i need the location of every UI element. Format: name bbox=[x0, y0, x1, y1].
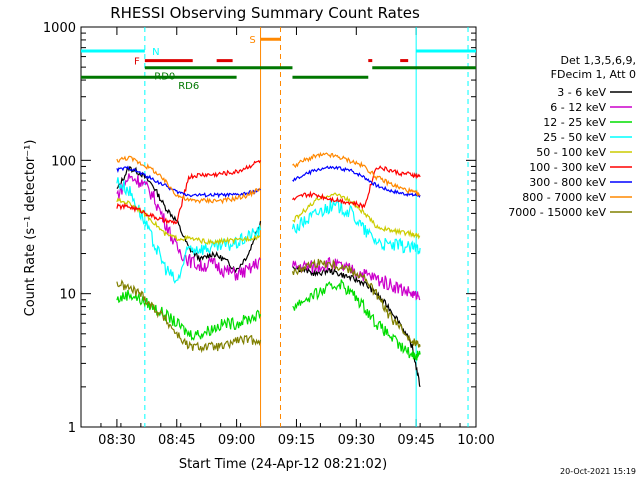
legend-label: 7000 - 15000 keV bbox=[508, 206, 606, 219]
x-tick-label: 08:45 bbox=[158, 433, 195, 448]
legend-label: 800 - 7000 keV bbox=[522, 191, 606, 204]
state-bar-label-n: N bbox=[152, 47, 159, 58]
series-line-100-300keV bbox=[116, 160, 421, 226]
chart-title: RHESSI Observing Summary Count Rates bbox=[110, 4, 420, 22]
x-axis-label: Start Time (24-Apr-12 08:21:02) bbox=[179, 457, 387, 472]
y-tick-label: 1 bbox=[68, 421, 76, 436]
legend-label: 12 - 25 keV bbox=[543, 116, 606, 129]
series-line-12-25keV bbox=[116, 279, 421, 361]
series-line-7000-15000keV bbox=[116, 258, 421, 354]
series-line-3-6keV bbox=[116, 165, 421, 388]
y-axis-label: Count Rate (s⁻¹ detector⁻¹) bbox=[23, 140, 38, 317]
state-bar-label-rd6: RD6 bbox=[178, 81, 199, 92]
x-tick-label: 09:00 bbox=[218, 433, 255, 448]
x-tick-label: 09:15 bbox=[278, 433, 315, 448]
timestamp: 20-Oct-2021 15:19 bbox=[560, 467, 636, 476]
legend-label: 6 - 12 keV bbox=[550, 101, 606, 114]
series-line-300-800keV bbox=[116, 165, 421, 199]
legend-label: 3 - 6 keV bbox=[557, 86, 606, 99]
x-tick-label: 09:30 bbox=[338, 433, 375, 448]
x-tick-label: 10:00 bbox=[457, 433, 494, 448]
legend-label: 100 - 300 keV bbox=[529, 161, 606, 174]
legend-label: 50 - 100 keV bbox=[536, 146, 606, 159]
y-tick-label: 1000 bbox=[43, 21, 76, 36]
y-tick-label: 10 bbox=[59, 288, 76, 303]
plot-area: 08:30 08:45 09:00 09:15 09:30 09:45 10:00 1 10 10… bbox=[43, 21, 495, 448]
legend-label: 300 - 800 keV bbox=[529, 176, 606, 189]
x-tick-label: 09:45 bbox=[397, 433, 434, 448]
series-line-800-7000keV bbox=[116, 151, 421, 205]
legend-header-2: FDecim 1, Att 0 bbox=[551, 68, 636, 81]
y-tick-label: 100 bbox=[51, 154, 76, 169]
state-bar-label-s: S bbox=[249, 35, 255, 46]
legend: 3 - 6 keV 6 - 12 keV 12 - 25 keV 25 - 50 ke… bbox=[508, 86, 632, 219]
plot-frame bbox=[80, 26, 477, 428]
legend-label: 25 - 50 keV bbox=[543, 131, 606, 144]
series-line-6-12keV bbox=[116, 173, 421, 301]
state-bar-label-f: F bbox=[134, 57, 140, 68]
series-line-25-50keV bbox=[116, 177, 421, 284]
legend-header-1: Det 1,3,5,6,9, bbox=[560, 54, 636, 67]
x-tick-label: 08:30 bbox=[98, 433, 135, 448]
